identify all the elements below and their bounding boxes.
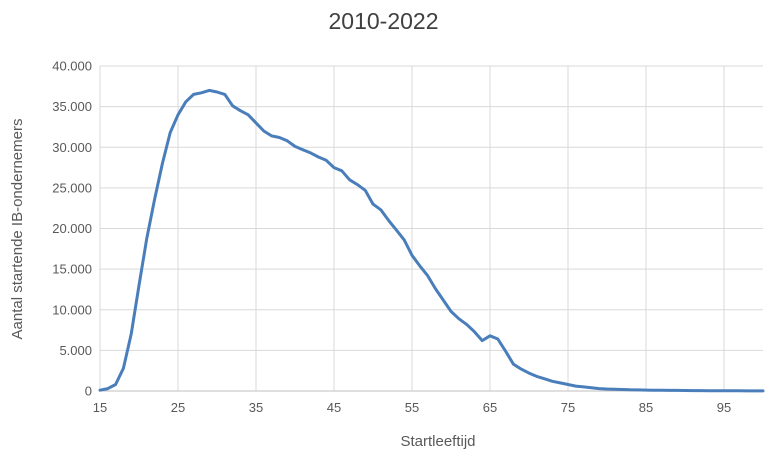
- series-layer: [98, 88, 765, 393]
- x-tick-label: 85: [639, 400, 653, 415]
- x-tick-label: 75: [561, 400, 575, 415]
- series-line: [98, 88, 765, 393]
- y-tick-label: 0: [85, 384, 92, 399]
- y-tick-label: 10.000: [52, 302, 92, 317]
- y-tick-label: 20.000: [52, 221, 92, 236]
- y-tick-label: 30.000: [52, 140, 92, 155]
- x-tick-label: 25: [171, 400, 185, 415]
- y-tick-label: 5.000: [59, 343, 92, 358]
- x-tick-label: 95: [717, 400, 731, 415]
- y-tick-label: 25.000: [52, 180, 92, 195]
- y-tick-label: 15.000: [52, 262, 92, 277]
- x-tick-label: 55: [405, 400, 419, 415]
- y-tick-label: 40.000: [52, 59, 92, 74]
- x-tick-label: 35: [249, 400, 263, 415]
- y-axis-title: Aantal startende IB-ondernemers: [9, 119, 26, 340]
- x-axis-title: Startleeftijd: [400, 433, 475, 450]
- x-tick-label: 65: [483, 400, 497, 415]
- gridlines: [99, 65, 763, 391]
- x-tick-label: 15: [93, 400, 107, 415]
- x-tick-label: 45: [327, 400, 341, 415]
- y-tick-label: 35.000: [52, 99, 92, 114]
- chart-title: 2010-2022: [328, 8, 439, 34]
- tick-labels: 0 5.000 10.000 15.000 20.000 25.000 30.000 35.0…: [52, 59, 731, 416]
